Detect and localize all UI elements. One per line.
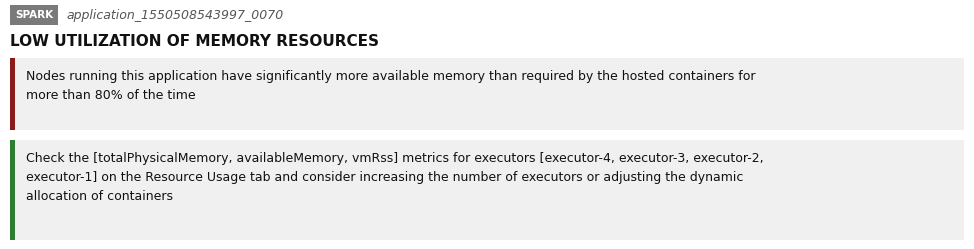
Text: LOW UTILIZATION OF MEMORY RESOURCES: LOW UTILIZATION OF MEMORY RESOURCES <box>10 34 379 49</box>
Text: Nodes running this application have significantly more available memory than req: Nodes running this application have sign… <box>26 70 756 102</box>
FancyBboxPatch shape <box>10 5 58 25</box>
FancyBboxPatch shape <box>10 140 15 240</box>
FancyBboxPatch shape <box>10 140 964 240</box>
FancyBboxPatch shape <box>10 58 15 130</box>
Text: SPARK: SPARK <box>15 10 53 20</box>
Text: Check the [totalPhysicalMemory, availableMemory, vmRss] metrics for executors [e: Check the [totalPhysicalMemory, availabl… <box>26 152 764 203</box>
FancyBboxPatch shape <box>10 58 964 130</box>
Text: application_1550508543997_0070: application_1550508543997_0070 <box>66 8 283 21</box>
